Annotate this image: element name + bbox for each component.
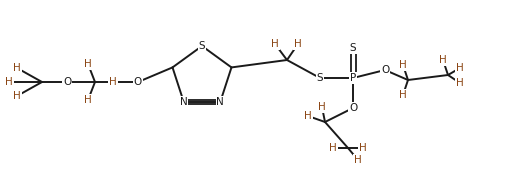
Text: H: H — [271, 39, 279, 49]
Text: H: H — [84, 95, 92, 105]
Text: H: H — [359, 143, 367, 153]
Text: H: H — [456, 63, 464, 73]
Text: H: H — [354, 155, 362, 165]
Text: H: H — [304, 111, 312, 121]
Text: O: O — [349, 103, 357, 113]
Text: H: H — [318, 102, 326, 112]
Text: H: H — [5, 77, 13, 87]
Text: O: O — [63, 77, 71, 87]
Text: H: H — [109, 77, 117, 87]
Text: H: H — [84, 59, 92, 69]
Text: O: O — [381, 65, 389, 75]
Text: H: H — [329, 143, 337, 153]
Text: S: S — [317, 73, 323, 83]
Text: N: N — [180, 97, 188, 107]
Text: H: H — [294, 39, 302, 49]
Text: H: H — [13, 91, 21, 101]
Text: H: H — [439, 55, 447, 65]
Text: H: H — [13, 63, 21, 73]
Text: S: S — [350, 43, 356, 53]
Text: P: P — [350, 73, 356, 83]
Text: N: N — [216, 97, 224, 107]
Text: H: H — [456, 78, 464, 88]
Text: H: H — [399, 90, 407, 100]
Text: H: H — [399, 60, 407, 70]
Text: S: S — [199, 41, 205, 51]
Text: O: O — [134, 77, 142, 87]
